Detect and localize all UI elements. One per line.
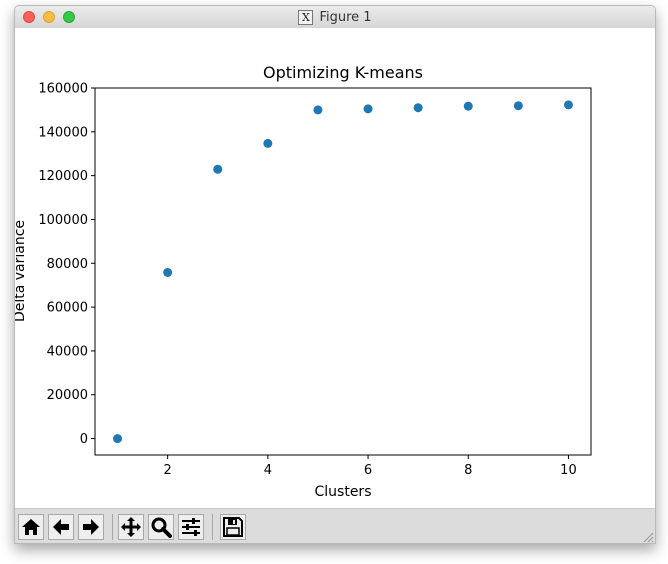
forward-button[interactable] <box>78 514 104 540</box>
toolbar-separator <box>212 514 213 540</box>
x-axis-label: Clusters <box>315 484 372 500</box>
x-tick-label: 10 <box>560 463 577 478</box>
data-point <box>363 104 373 114</box>
x-tick-label: 8 <box>464 463 472 478</box>
move-icon <box>121 517 141 537</box>
data-point <box>263 138 273 148</box>
back-button[interactable] <box>48 514 74 540</box>
maximize-window-button[interactable] <box>63 11 75 23</box>
window-title-text: Figure 1 <box>319 9 372 25</box>
close-window-button[interactable] <box>23 11 35 23</box>
pan-button[interactable] <box>118 514 144 540</box>
title-bar[interactable]: X Figure 1 <box>15 6 655 29</box>
y-tick-label: 60000 <box>47 301 88 316</box>
data-point <box>213 164 223 174</box>
home-button[interactable] <box>18 514 44 540</box>
zoom-button[interactable] <box>148 514 174 540</box>
figure-window: X Figure 1 Optimizing K-means 0 20000 4000… <box>14 5 656 544</box>
y-tick-label: 0 <box>80 432 88 447</box>
toolbar-separator <box>112 514 113 540</box>
y-tick-label: 120000 <box>38 169 88 184</box>
data-points <box>113 100 573 444</box>
y-tick-label: 160000 <box>38 82 88 97</box>
data-point <box>413 103 423 113</box>
home-icon <box>22 519 40 535</box>
x-tick-label: 2 <box>164 463 172 478</box>
data-point <box>513 101 523 111</box>
sliders-icon <box>182 518 200 536</box>
scatter-chart: Optimizing K-means 0 20000 40000 60000 80000… <box>15 63 592 500</box>
y-tick-label: 40000 <box>47 344 88 359</box>
window-title: X Figure 1 <box>15 6 655 28</box>
data-point <box>113 434 123 444</box>
y-tick-label: 140000 <box>38 125 88 140</box>
figure-canvas[interactable]: Optimizing K-means 0 20000 40000 60000 80000… <box>15 28 655 508</box>
y-tick-label: 80000 <box>47 257 88 272</box>
x-axis: 2 4 6 8 10 <box>164 455 577 478</box>
magnifier-icon <box>151 517 172 538</box>
navigation-toolbar <box>15 508 655 543</box>
chart-title: Optimizing K-means <box>263 63 423 82</box>
save-button[interactable] <box>220 514 246 540</box>
y-axis: 0 20000 40000 60000 80000 100000 120000 140000 1… <box>38 82 95 447</box>
data-point <box>563 100 573 110</box>
minimize-window-button[interactable] <box>43 11 55 23</box>
arrow-left-icon <box>53 519 69 535</box>
data-point <box>463 101 473 111</box>
arrow-right-icon <box>83 519 99 535</box>
y-axis-label: Delta variance <box>15 220 28 322</box>
resize-grip-icon[interactable] <box>642 531 654 543</box>
y-tick-label: 100000 <box>38 213 88 228</box>
y-tick-label: 20000 <box>47 388 88 403</box>
floppy-disk-icon <box>223 517 243 537</box>
data-point <box>313 105 323 115</box>
data-point <box>163 267 173 277</box>
configure-subplots-button[interactable] <box>178 514 204 540</box>
x-tick-label: 6 <box>364 463 372 478</box>
plot-area <box>94 87 592 456</box>
x-tick-label: 4 <box>264 463 272 478</box>
x11-icon: X <box>298 9 314 25</box>
